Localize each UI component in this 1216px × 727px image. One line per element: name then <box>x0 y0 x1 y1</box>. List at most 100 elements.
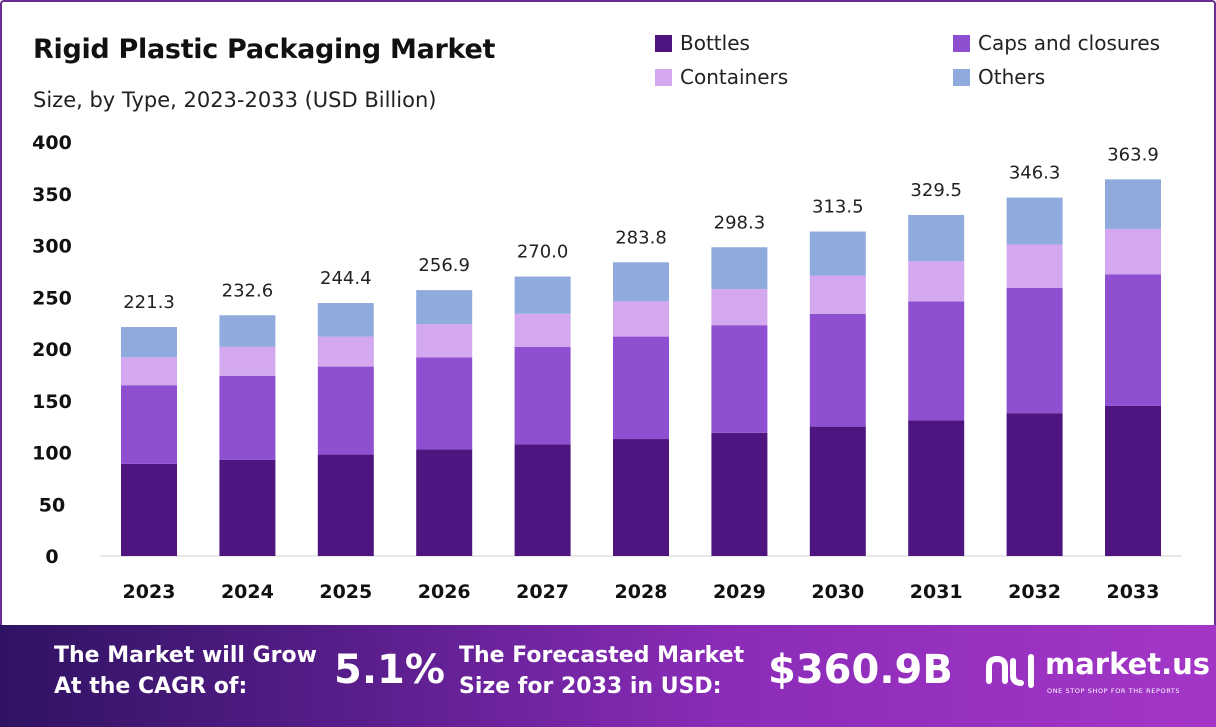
bar-segment-caps-and-closures <box>317 366 374 455</box>
bar-segment-bottles <box>317 454 374 556</box>
bar-total-label: 298.3 <box>714 212 766 233</box>
bar-segment-caps-and-closures <box>219 375 276 460</box>
y-tick-label: 50 <box>39 494 65 516</box>
logo-wordmark: market.us <box>1045 647 1211 681</box>
legend-label-caps-and-closures: Caps and closures <box>978 31 1161 55</box>
bar-segment-bottles <box>121 463 177 556</box>
bar-segment-bottles <box>613 439 669 556</box>
bar-segment-others <box>1006 197 1063 245</box>
bar-segment-containers <box>1105 228 1161 275</box>
bar-total-label: 232.6 <box>222 280 274 301</box>
legend-item-containers: Containers <box>655 65 788 89</box>
bar-segment-others <box>317 303 374 337</box>
y-tick-label: 0 <box>45 546 58 568</box>
x-tick-label: 2033 <box>1107 581 1160 603</box>
bar-segment-bottles <box>711 432 768 556</box>
legend-item-caps-and-closures: Caps and closures <box>953 31 1160 55</box>
bar-segment-others <box>613 262 669 302</box>
forecast-label-line1: The Forecasted Market <box>459 643 745 668</box>
bar-segment-caps-and-closures <box>908 301 965 421</box>
bar-segment-containers <box>317 336 374 367</box>
bar-total-label: 363.9 <box>1107 144 1159 165</box>
x-tick-label: 2026 <box>418 581 471 603</box>
bar-total-label: 346.3 <box>1009 163 1061 184</box>
bar-total-label: 256.9 <box>418 255 470 276</box>
legend-label-bottles: Bottles <box>680 31 750 55</box>
bar-total-label: 283.8 <box>615 227 667 248</box>
x-tick-label: 2031 <box>910 581 963 603</box>
bar-total-label: 221.3 <box>123 292 175 313</box>
bar-segment-caps-and-closures <box>416 357 473 450</box>
bar-segment-caps-and-closures <box>514 346 571 445</box>
bar-segment-others <box>711 247 768 289</box>
legend-item-bottles: Bottles <box>655 31 750 55</box>
bar-segment-bottles <box>1105 405 1161 556</box>
bar-segment-containers <box>809 275 866 314</box>
bar-segment-containers <box>613 301 669 337</box>
summary-banner: The Market will Grow At the CAGR of: 5.1… <box>0 625 1216 727</box>
bar-segment-bottles <box>908 420 965 556</box>
forecast-label: The Forecasted Market Size for 2033 in U… <box>459 640 744 702</box>
x-tick-label: 2029 <box>713 581 766 603</box>
bar-segment-containers <box>514 313 571 347</box>
bar-segment-caps-and-closures <box>121 385 177 464</box>
bar-segment-caps-and-closures <box>613 336 669 440</box>
x-tick-label: 2023 <box>123 581 176 603</box>
bar-segment-others <box>416 290 473 325</box>
bar-total-label: 329.5 <box>910 180 962 201</box>
x-tick-label: 2030 <box>811 581 864 603</box>
bar-total-label: 270.0 <box>517 242 569 263</box>
legend-swatch-containers <box>655 68 672 86</box>
bar-segment-bottles <box>1006 413 1063 556</box>
x-tick-label: 2024 <box>221 581 274 603</box>
legend-label-containers: Containers <box>680 65 789 89</box>
cagr-value: 5.1% <box>334 647 445 693</box>
bar-segment-others <box>514 276 571 314</box>
forecast-value: $360.9B <box>768 647 953 693</box>
bar-total-label: 244.4 <box>320 268 372 289</box>
forecast-label-line2: Size for 2033 in USD: <box>459 674 722 699</box>
y-tick-label: 300 <box>32 236 72 258</box>
x-tick-label: 2028 <box>615 581 668 603</box>
legend-swatch-caps-and-closures <box>953 34 970 52</box>
x-tick-label: 2032 <box>1008 581 1061 603</box>
bar-segment-containers <box>1006 244 1063 288</box>
bar-segment-others <box>1105 179 1161 229</box>
bar-segment-caps-and-closures <box>1105 274 1161 406</box>
cagr-label: The Market will Grow At the CAGR of: <box>54 640 317 702</box>
bar-segment-bottles <box>514 444 571 556</box>
chart-subtitle: Size, by Type, 2023-2033 (USD Billion) <box>33 88 437 112</box>
legend-swatch-others <box>953 68 970 86</box>
bar-segment-containers <box>416 324 473 358</box>
chart-legend: Bottles Caps and closures Containers Oth… <box>655 31 1215 101</box>
x-tick-label: 2027 <box>516 581 569 603</box>
y-tick-label: 350 <box>32 184 72 206</box>
bar-segment-caps-and-closures <box>711 325 768 433</box>
bar-segment-caps-and-closures <box>1006 287 1063 414</box>
bar-segment-bottles <box>809 426 866 556</box>
y-tick-label: 400 <box>32 132 72 154</box>
market-us-logo: market.us ONE STOP SHOP FOR THE REPORTS <box>985 643 1210 709</box>
logo-tagline: ONE STOP SHOP FOR THE REPORTS <box>1047 687 1181 695</box>
bar-segment-bottles <box>219 459 276 556</box>
y-tick-label: 150 <box>32 391 72 413</box>
bar-total-label: 313.5 <box>812 197 864 218</box>
stacked-bar-chart: 0 50 100 150 200 250 300 350 400 221.3 2023 232.6 20… <box>32 132 1182 603</box>
bar-segment-containers <box>121 357 177 386</box>
y-tick-label: 100 <box>32 443 72 465</box>
bar-segment-others <box>219 315 276 347</box>
x-tick-label: 2025 <box>319 581 372 603</box>
bar-segment-others <box>809 231 866 276</box>
cagr-label-line2: At the CAGR of: <box>54 674 248 699</box>
bar-segment-containers <box>908 261 965 302</box>
y-tick-label: 200 <box>32 339 72 361</box>
bar-segment-others <box>908 214 965 262</box>
chart-title: Rigid Plastic Packaging Market <box>33 34 496 65</box>
bar-segment-containers <box>711 288 768 326</box>
bar-segment-bottles <box>416 449 473 556</box>
market-us-logo-icon <box>986 654 1034 688</box>
y-tick-label: 250 <box>32 287 72 309</box>
bar-segment-containers <box>219 346 276 376</box>
cagr-label-line1: The Market will Grow <box>54 643 317 668</box>
bar-segment-caps-and-closures <box>809 313 866 427</box>
